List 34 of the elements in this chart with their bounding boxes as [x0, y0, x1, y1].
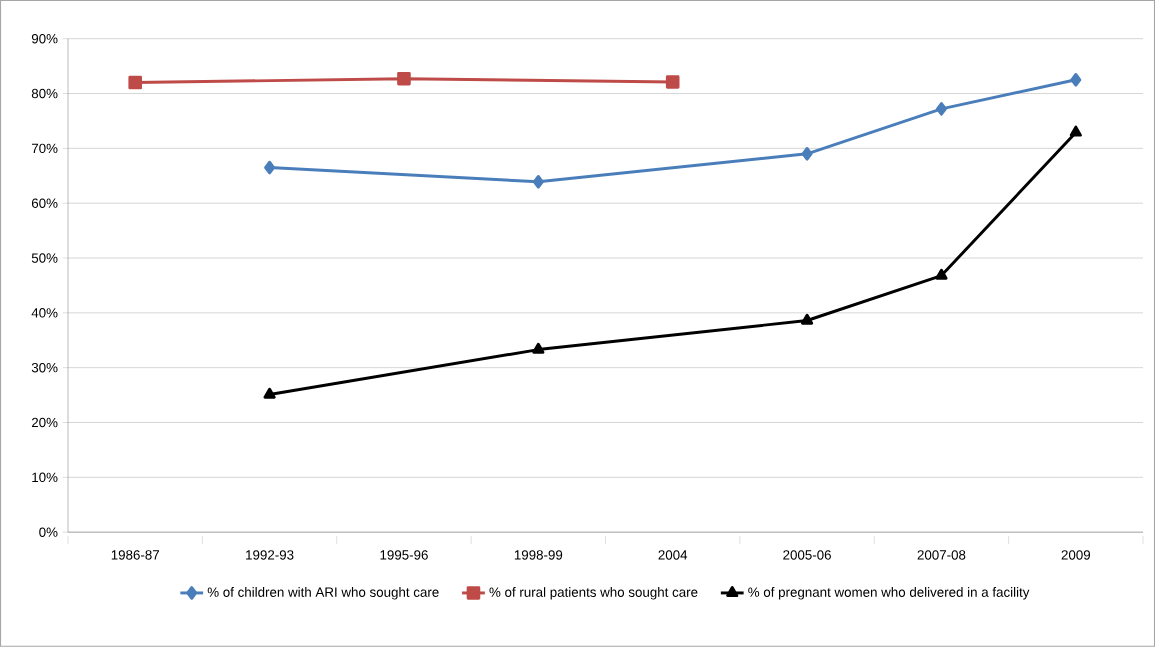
point [263, 387, 276, 399]
legend-label: % of pregnant women who delivered in a facility [748, 587, 1030, 600]
legend-label: % of children with ARI who sought care [207, 587, 439, 600]
point [1069, 125, 1082, 137]
x-tick-label: 2009 [1061, 550, 1091, 560]
x-tick-label: 2007-08 [917, 550, 966, 560]
x-tick-label: 2004 [658, 550, 688, 560]
x-tick-label: 2005-06 [783, 550, 831, 560]
y-tick-label: 60% [31, 198, 58, 208]
y-tick-label: 50% [31, 253, 58, 263]
point [665, 75, 680, 89]
point [935, 102, 947, 116]
y-tick-label: 0% [39, 527, 58, 537]
y-tick-label: 30% [31, 363, 58, 373]
x-tick-label: 1986-87 [111, 550, 160, 560]
y-tick-label: 40% [31, 308, 58, 318]
point [128, 75, 143, 90]
y-tick-label: 70% [31, 143, 58, 154]
point [1070, 73, 1082, 87]
point [397, 71, 411, 86]
point [801, 147, 813, 161]
legend-label: % of rural patients who sought care [489, 587, 698, 600]
y-tick-label: 20% [31, 417, 58, 428]
x-tick-label: 1998-99 [514, 550, 563, 560]
x-tick-label: 1992-93 [246, 550, 294, 560]
point [935, 268, 948, 280]
point [800, 313, 814, 325]
point [532, 342, 545, 354]
point [532, 175, 544, 189]
y-tick-label: 90% [31, 34, 58, 44]
y-tick-label: 10% [32, 472, 58, 483]
x-tick-label: 1995-96 [380, 550, 428, 560]
point [264, 160, 276, 175]
y-tick-label: 80% [31, 88, 58, 99]
